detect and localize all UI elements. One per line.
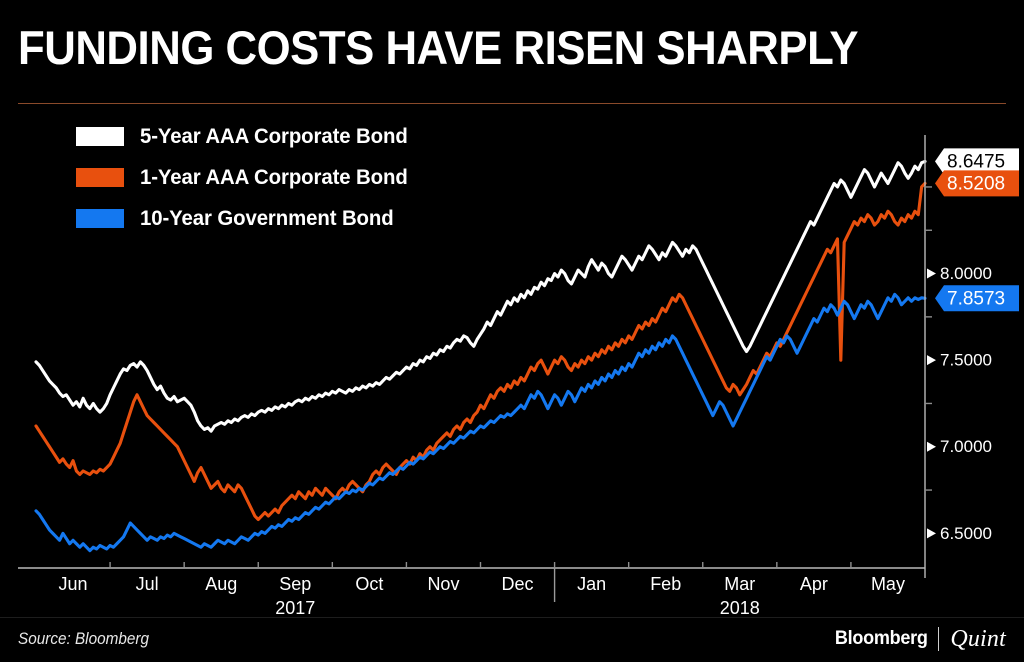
brand-bloomberg-wordmark: Bloomberg — [834, 628, 928, 649]
x-tick-label: Jul — [136, 574, 159, 594]
page-title: FUNDING COSTS HAVE RISEN SHARPLY — [18, 21, 859, 74]
callout-shape — [935, 148, 1019, 175]
x-tick-label: Feb — [650, 574, 681, 594]
y-tick-label: 6.5000 — [940, 524, 992, 543]
series-line-10y-government — [34, 292, 927, 553]
footer-divider — [0, 617, 1024, 618]
x-axis-year-label: 2017 — [275, 598, 315, 618]
callout-value: 8.5208 — [947, 173, 1005, 194]
legend-swatch-10y-government — [76, 209, 124, 228]
callout-shape — [935, 285, 1019, 312]
x-tick-label: Oct — [355, 574, 383, 594]
x-tick-label: Jan — [577, 574, 606, 594]
y-tick-arrow — [927, 355, 936, 366]
value-callout-5y-corporate-last: 8.6475 — [935, 148, 1019, 175]
x-tick-label: May — [871, 574, 905, 594]
brand-quint-wordmark: Quint — [950, 625, 1006, 652]
x-tick-label: Aug — [205, 574, 237, 594]
source-note: Source: Bloomberg — [18, 629, 149, 648]
x-tick-label: Sep — [279, 574, 311, 594]
y-tick-arrow — [927, 268, 936, 279]
x-tick-label: Dec — [502, 574, 534, 594]
callout-value: 7.8573 — [947, 288, 1005, 309]
title-divider — [18, 103, 1006, 104]
y-tick-arrow — [927, 441, 936, 452]
legend-swatch-5y-corporate — [76, 127, 124, 146]
legend-item-10y-government: 10-Year Government Bond — [76, 198, 416, 239]
legend-label-5y-corporate: 5-Year AAA Corporate Bond — [140, 124, 408, 148]
value-callout-10y-government-last: 7.8573 — [935, 285, 1019, 312]
legend-label-10y-government: 10-Year Government Bond — [140, 206, 394, 230]
series-line-5y-corporate — [34, 159, 927, 433]
legend-item-5y-corporate: 5-Year AAA Corporate Bond — [76, 116, 416, 157]
chart-legend: 5-Year AAA Corporate Bond 1-Year AAA Cor… — [76, 116, 416, 239]
y-tick-label: 7.5000 — [940, 351, 992, 370]
x-tick-label: Nov — [427, 574, 459, 594]
y-tick-label: 7.0000 — [940, 437, 992, 456]
value-callout-1y-corporate-last: 8.5208 — [935, 170, 1019, 197]
brand-separator — [938, 627, 940, 651]
x-tick-label: Jun — [59, 574, 88, 594]
legend-item-1y-corporate: 1-Year AAA Corporate Bond — [76, 157, 416, 198]
callout-shape — [935, 170, 1019, 197]
brand-logo: Bloomberg Quint — [830, 626, 1006, 652]
x-tick-label: Mar — [724, 574, 755, 594]
callout-value: 8.6475 — [947, 151, 1005, 172]
y-tick-label: 8.0000 — [940, 264, 992, 283]
x-axis-year-label: 2018 — [720, 598, 760, 618]
x-tick-label: Apr — [800, 574, 828, 594]
legend-swatch-1y-corporate — [76, 168, 124, 187]
legend-label-1y-corporate: 1-Year AAA Corporate Bond — [140, 165, 408, 189]
y-tick-arrow — [927, 528, 936, 539]
series-line-1y-corporate — [34, 181, 927, 522]
